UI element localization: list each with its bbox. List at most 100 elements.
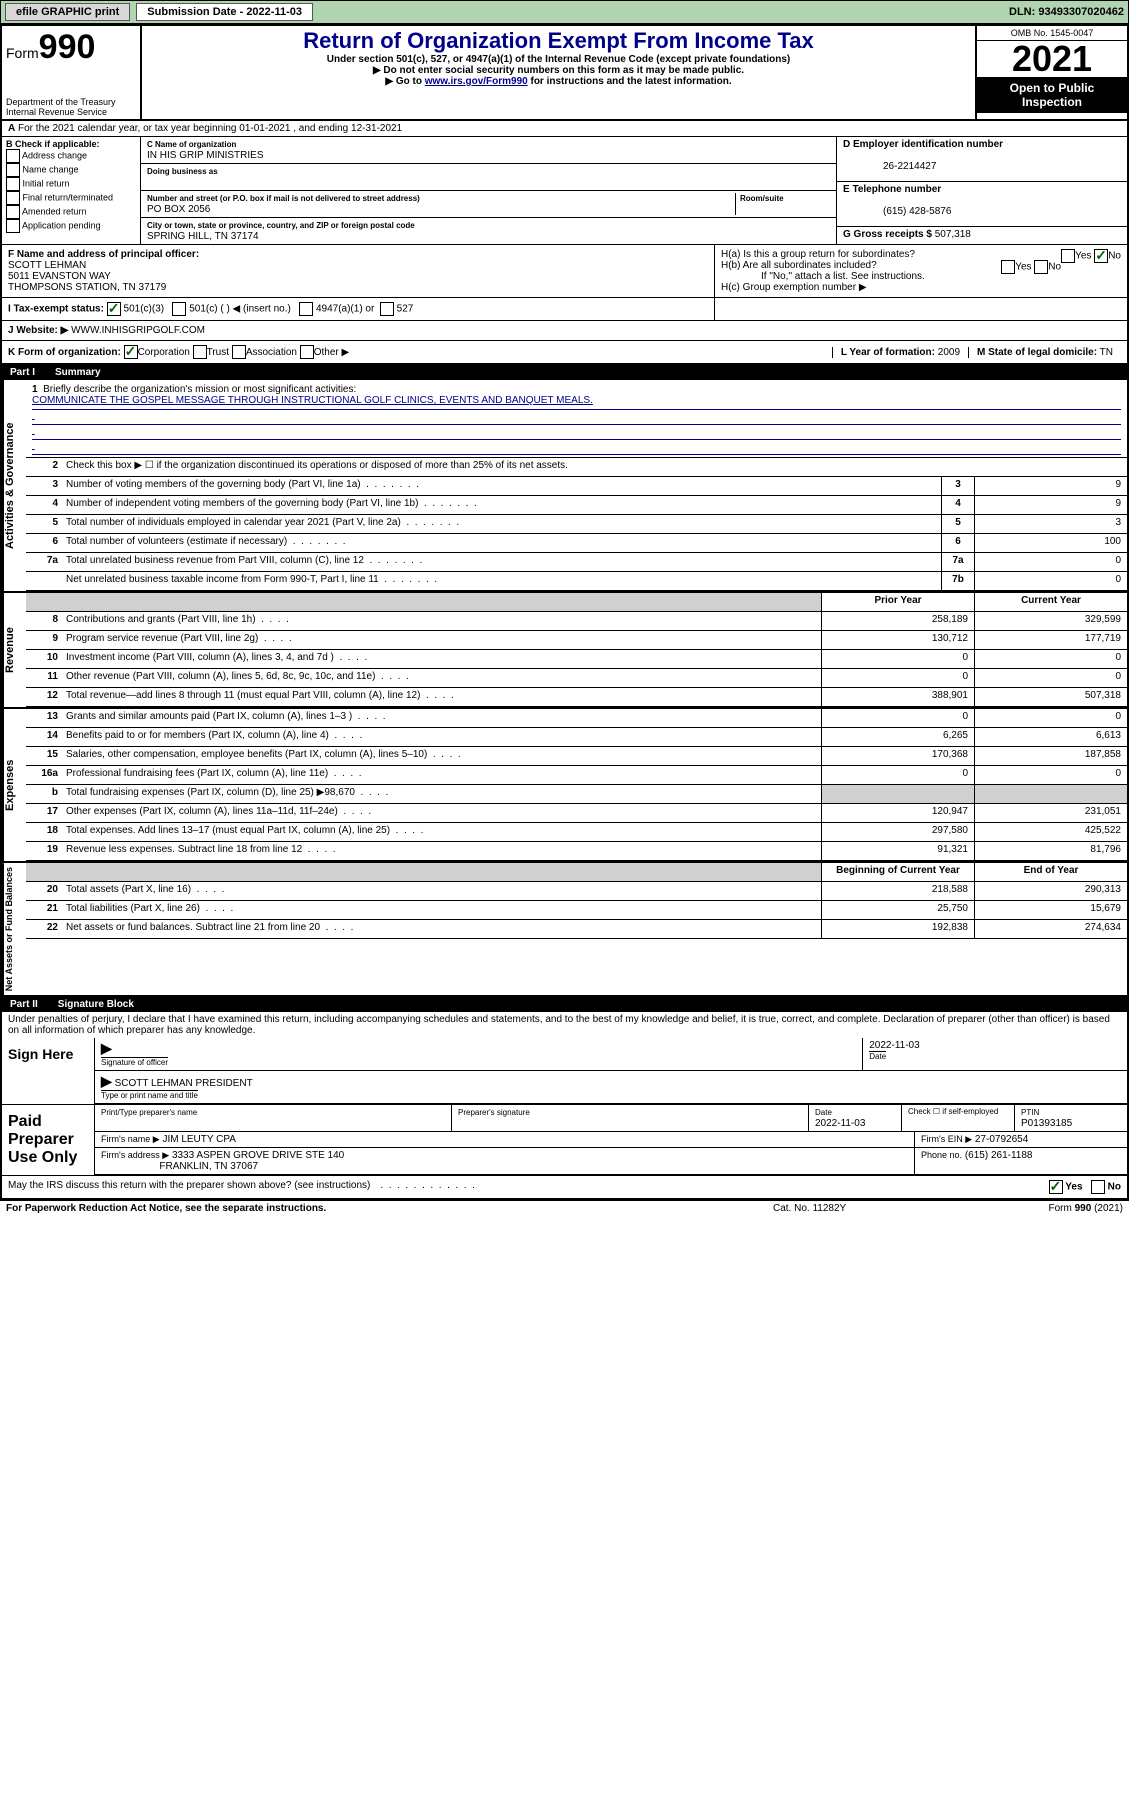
summary-row: 21 Total liabilities (Part X, line 26) .…	[26, 901, 1127, 920]
form-org-label: K Form of organization:	[8, 347, 121, 358]
row-val: 9	[974, 496, 1127, 514]
form-subtitle: Under section 501(c), 527, or 4947(a)(1)…	[148, 54, 969, 65]
firm-ein-label: Firm's EIN ▶	[921, 1134, 972, 1144]
row-desc: Total expenses. Add lines 13–17 (must eq…	[62, 823, 821, 841]
phone-label: E Telephone number	[843, 184, 941, 195]
row-desc: Total number of individuals employed in …	[62, 515, 941, 533]
row-num	[26, 572, 62, 590]
row-num: 8	[26, 612, 62, 630]
row-desc: Number of voting members of the governin…	[62, 477, 941, 495]
mission-blank2	[32, 425, 1121, 440]
row-val: 0	[974, 572, 1127, 590]
row-prior: 258,189	[821, 612, 974, 630]
chk-501c3[interactable]	[107, 302, 121, 316]
row-desc: Benefits paid to or for members (Part IX…	[62, 728, 821, 746]
row-desc: Contributions and grants (Part VIII, lin…	[62, 612, 821, 630]
chk-501c[interactable]	[172, 302, 186, 316]
arrow-icon: ▶	[101, 1073, 112, 1089]
row-curr: 177,719	[974, 631, 1127, 649]
hdr-current: Current Year	[974, 593, 1127, 611]
summary-row: 15 Salaries, other compensation, employe…	[26, 747, 1127, 766]
chk-app-pending[interactable]	[6, 219, 20, 233]
ptin-value: P01393185	[1021, 1118, 1072, 1129]
row-a: A For the 2021 calendar year, or tax yea…	[2, 121, 1127, 137]
ha-no: No	[1108, 251, 1121, 262]
summary-row: 19 Revenue less expenses. Subtract line …	[26, 842, 1127, 861]
chk-discuss-yes[interactable]	[1049, 1180, 1063, 1194]
dept-treasury: Department of the Treasury Internal Reve…	[6, 97, 136, 117]
footer: For Paperwork Reduction Act Notice, see …	[0, 1200, 1129, 1216]
row-desc: Revenue less expenses. Subtract line 18 …	[62, 842, 821, 860]
form-note2: ▶ Go to www.irs.gov/Form990 for instruct…	[148, 76, 969, 87]
prep-name-label: Print/Type preparer's name	[101, 1108, 197, 1117]
row-curr: 0	[974, 669, 1127, 687]
row-prior: 6,265	[821, 728, 974, 746]
chk-hb-no[interactable]	[1034, 260, 1048, 274]
chk-ha-yes[interactable]	[1061, 249, 1075, 263]
chk-name-change[interactable]	[6, 163, 20, 177]
chk-ha-no[interactable]	[1094, 249, 1108, 263]
block-bcd: B Check if applicable: Address change Na…	[2, 137, 1127, 245]
footer-right: Form 990 (2021)	[973, 1203, 1123, 1214]
hdr-boy: Beginning of Current Year	[821, 863, 974, 881]
chk-other[interactable]	[300, 345, 314, 359]
row-val: 3	[974, 515, 1127, 533]
row-prior	[821, 785, 974, 803]
row-prior: 0	[821, 766, 974, 784]
row-num: 19	[26, 842, 62, 860]
row-prior: 218,588	[821, 882, 974, 900]
street-value: PO BOX 2056	[147, 204, 210, 215]
paid-preparer-block: Paid Preparer Use Only Print/Type prepar…	[2, 1105, 1127, 1176]
row-j: J Website: ▶ WWW.INHISGRIPGOLF.COM	[2, 321, 1127, 341]
row-num: 9	[26, 631, 62, 649]
gross-cell: G Gross receipts $ 507,318	[837, 227, 1127, 242]
irs-link[interactable]: www.irs.gov/Form990	[425, 76, 528, 87]
row-curr: 0	[974, 766, 1127, 784]
summary-row: 3 Number of voting members of the govern…	[26, 477, 1127, 496]
summary-row: 17 Other expenses (Part IX, column (A), …	[26, 804, 1127, 823]
form-number: Form990	[6, 28, 136, 67]
row-desc: Other expenses (Part IX, column (A), lin…	[62, 804, 821, 822]
chk-4947[interactable]	[299, 302, 313, 316]
efile-print-button[interactable]: efile GRAPHIC print	[5, 3, 130, 21]
row-num: 3	[26, 477, 62, 495]
chk-discuss-no[interactable]	[1091, 1180, 1105, 1194]
sig-officer-cell: ▶ Signature of officer	[95, 1038, 863, 1070]
chk-amended[interactable]	[6, 205, 20, 219]
row-desc: Total number of volunteers (estimate if …	[62, 534, 941, 552]
row-num: 17	[26, 804, 62, 822]
row-box: 7b	[941, 572, 974, 590]
row-num: 10	[26, 650, 62, 668]
chk-final-return[interactable]	[6, 191, 20, 205]
row-curr: 425,522	[974, 823, 1127, 841]
lbl-name-change: Name change	[23, 164, 79, 174]
chk-corp[interactable]	[124, 345, 138, 359]
chk-assoc[interactable]	[232, 345, 246, 359]
chk-527[interactable]	[380, 302, 394, 316]
chk-initial-return[interactable]	[6, 177, 20, 191]
chk-hb-yes[interactable]	[1001, 260, 1015, 274]
discuss-no: No	[1108, 1182, 1121, 1193]
summary-row: 6 Total number of volunteers (estimate i…	[26, 534, 1127, 553]
header-right: OMB No. 1545-0047 2021 Open to Public In…	[975, 26, 1127, 119]
part2-header: Part II Signature Block	[2, 997, 1127, 1012]
side-revenue: Revenue	[2, 593, 26, 707]
chk-trust[interactable]	[193, 345, 207, 359]
col-header-row: Prior Year Current Year	[26, 593, 1127, 612]
street-cell: Number and street (or P.O. box if mail i…	[141, 191, 836, 218]
opt-assoc: Association	[246, 347, 297, 358]
row-curr: 0	[974, 650, 1127, 668]
section-c: C Name of organization IN HIS GRIP MINIS…	[141, 137, 837, 244]
street-label: Number and street (or P.O. box if mail i…	[147, 194, 420, 203]
officer-addr2: THOMPSONS STATION, TN 37179	[8, 282, 166, 293]
row-desc: Net unrelated business taxable income fr…	[62, 572, 941, 590]
ptin-label: PTIN	[1021, 1108, 1039, 1117]
opt-501c3: 501(c)(3)	[124, 304, 165, 315]
section-h-empty	[715, 298, 1127, 320]
chk-address-change[interactable]	[6, 149, 20, 163]
hdr-eoy: End of Year	[974, 863, 1127, 881]
opt-trust: Trust	[207, 347, 229, 358]
footer-center: Cat. No. 11282Y	[773, 1203, 973, 1214]
ein-label: D Employer identification number	[843, 139, 1003, 150]
org-name-label: C Name of organization	[147, 140, 236, 149]
